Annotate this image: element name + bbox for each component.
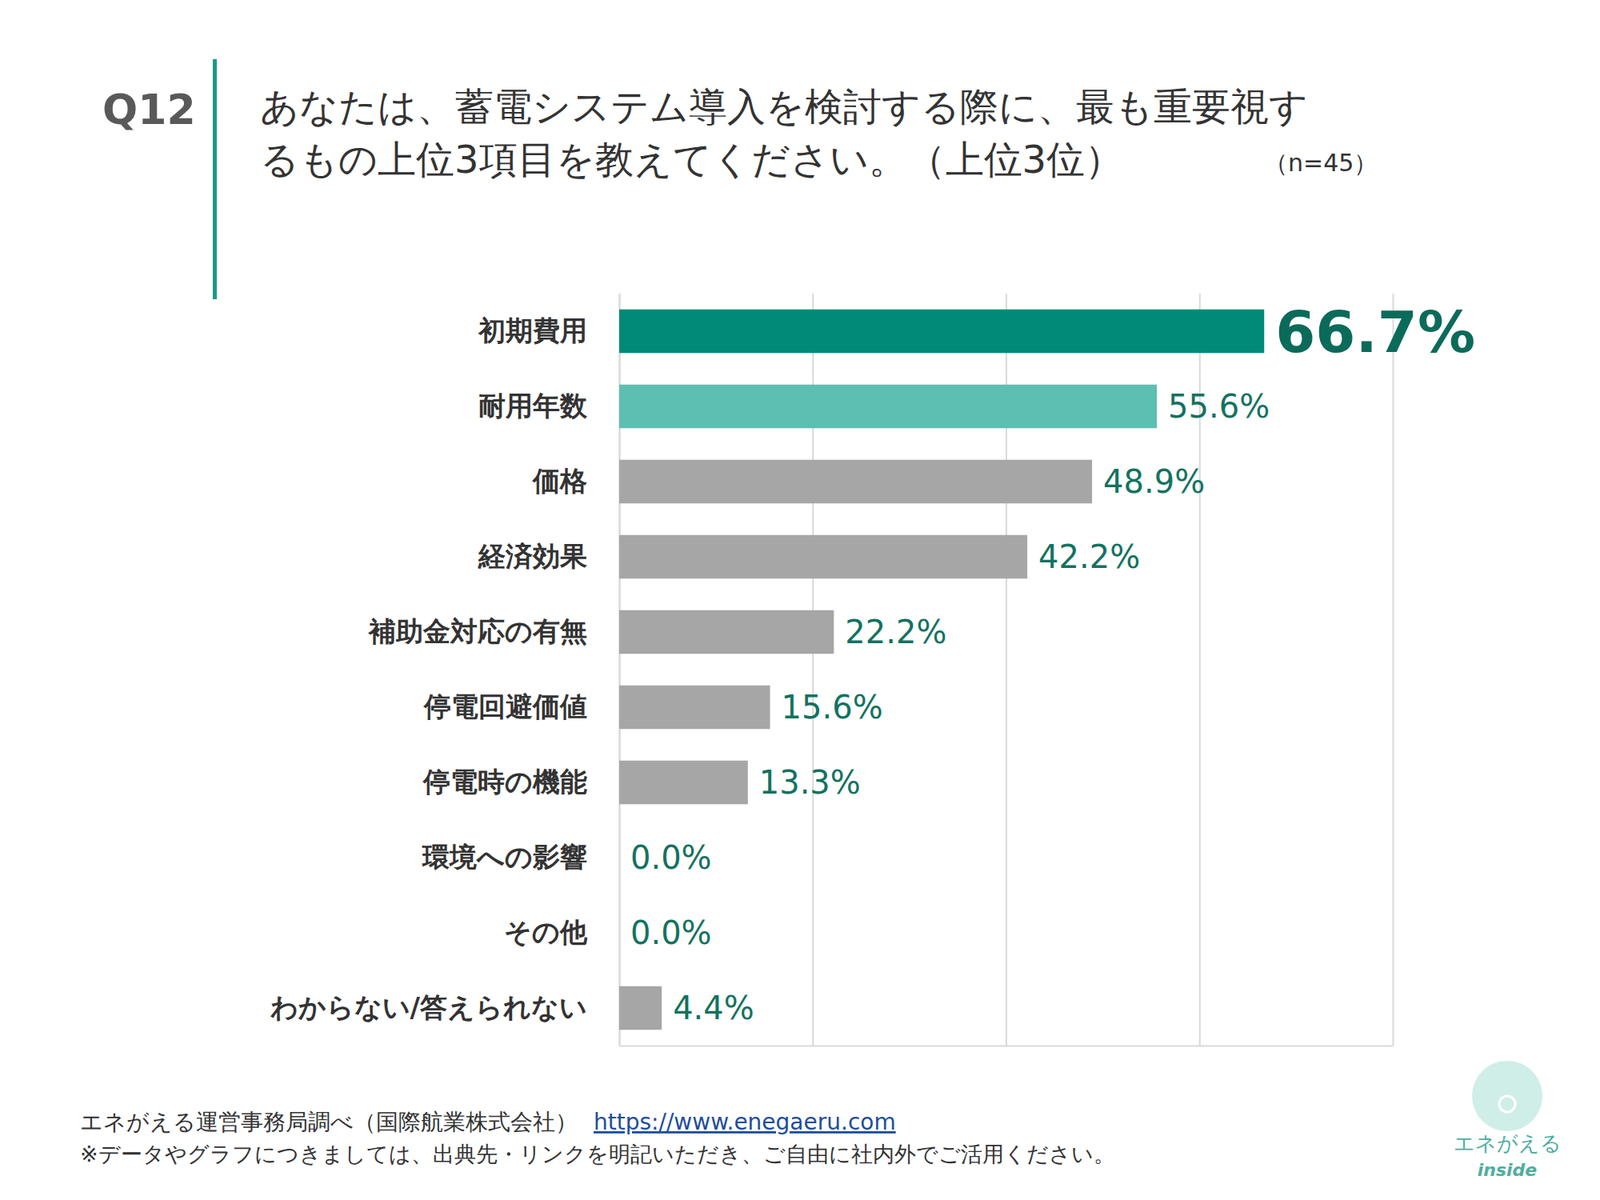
- title: あなたは、蓄電システム導入を検討する際に、最も重要視す: [260, 84, 1308, 129]
- question-number: Q12: [102, 85, 196, 134]
- logo-subtext: inside: [1477, 1160, 1538, 1180]
- category-label: 初期費用: [477, 314, 588, 347]
- bar: [619, 384, 1157, 429]
- x-axis: [620, 293, 1394, 1047]
- category-label: 補助金対応の有無: [367, 615, 588, 648]
- data-label: 4.4%: [672, 989, 755, 1027]
- y-tick: 初期費用: [477, 314, 620, 347]
- y-tick: 耐用年数: [478, 389, 620, 422]
- data-labels: 66.7%55.6% 48.9% 42.2% 22.2% 15.6% 13.3% 0.0% 0…: [630, 298, 1476, 1027]
- category-label: わからない/答えられない: [270, 991, 588, 1024]
- y-tick: 経済効果: [477, 540, 620, 572]
- data-label: 66.7%: [1275, 298, 1476, 366]
- logo-icon: [1472, 1060, 1543, 1132]
- y-tick: わからない/答えられない: [270, 991, 620, 1024]
- category-label: 停電回避価値: [423, 690, 588, 723]
- bar: [619, 911, 620, 956]
- y-tick: その他: [504, 916, 620, 948]
- y-tick: 停電回避価値: [423, 690, 620, 723]
- source: エネがえる運営事務局調べ（国際航業株式会社） https://www.enegae…: [80, 1108, 896, 1136]
- category-label: 停電時の機能: [422, 765, 588, 798]
- bar: [619, 460, 1092, 504]
- source-text: エネがえる運営事務局調べ（国際航業株式会社）: [80, 1108, 578, 1136]
- y-tick: 補助金対応の有無: [367, 615, 620, 648]
- y-axis: 初期費用耐用年数価格経済効果補助金対応の有無停電回避価値停電時の機能環境への影響…: [270, 294, 620, 1047]
- data-label: 22.2%: [844, 613, 947, 651]
- logo-text: エネがえる: [1453, 1131, 1562, 1156]
- source-link[interactable]: https://www.enegaeru.com: [593, 1108, 896, 1136]
- data-label: 55.6%: [1168, 388, 1270, 425]
- header-bar: [212, 59, 217, 300]
- chart: Q12 あなたは、蓄電システム導入を検討する際に、最も重要視するもの上位3項目を教…: [0, 0, 1600, 1200]
- data-label: 0.0%: [630, 914, 712, 952]
- category-label: その他: [504, 916, 588, 948]
- category-label: 経済効果: [477, 540, 588, 572]
- data-label: 0.0%: [630, 839, 712, 876]
- bar: [619, 685, 771, 730]
- y-tick: 環境への影響: [421, 840, 620, 873]
- x-tick: [1392, 293, 1394, 1046]
- data-label: 42.2%: [1038, 538, 1140, 576]
- bar: [619, 535, 1028, 580]
- bar: [619, 610, 834, 655]
- title: るもの上位3項目を教えてください。（上位3位）: [260, 136, 1124, 182]
- data-label: 15.6%: [781, 688, 884, 726]
- bar: [619, 836, 620, 880]
- y-tick: 停電時の機能: [422, 765, 620, 798]
- category-label: 価格: [532, 464, 588, 497]
- data-label: 13.3%: [759, 764, 861, 801]
- category-label: 耐用年数: [478, 389, 588, 422]
- category-label: 環境への影響: [421, 840, 588, 873]
- bar: [619, 309, 1264, 354]
- bar: [619, 986, 662, 1031]
- plot: 初期費用耐用年数価格経済効果補助金対応の有無停電回避価値停電時の機能環境への影響…: [270, 293, 1476, 1047]
- grid-line: [1392, 293, 1395, 1046]
- logo-bulb: [1499, 1096, 1516, 1112]
- sample-size: （n=45）: [1264, 148, 1378, 177]
- y-tick: 価格: [532, 464, 620, 497]
- note: ※データやグラフにつきましては、出典先・リンクを明記いただき、ご自由に社内外でご…: [80, 1141, 1116, 1167]
- bar: [619, 760, 748, 805]
- data-label: 48.9%: [1103, 463, 1205, 500]
